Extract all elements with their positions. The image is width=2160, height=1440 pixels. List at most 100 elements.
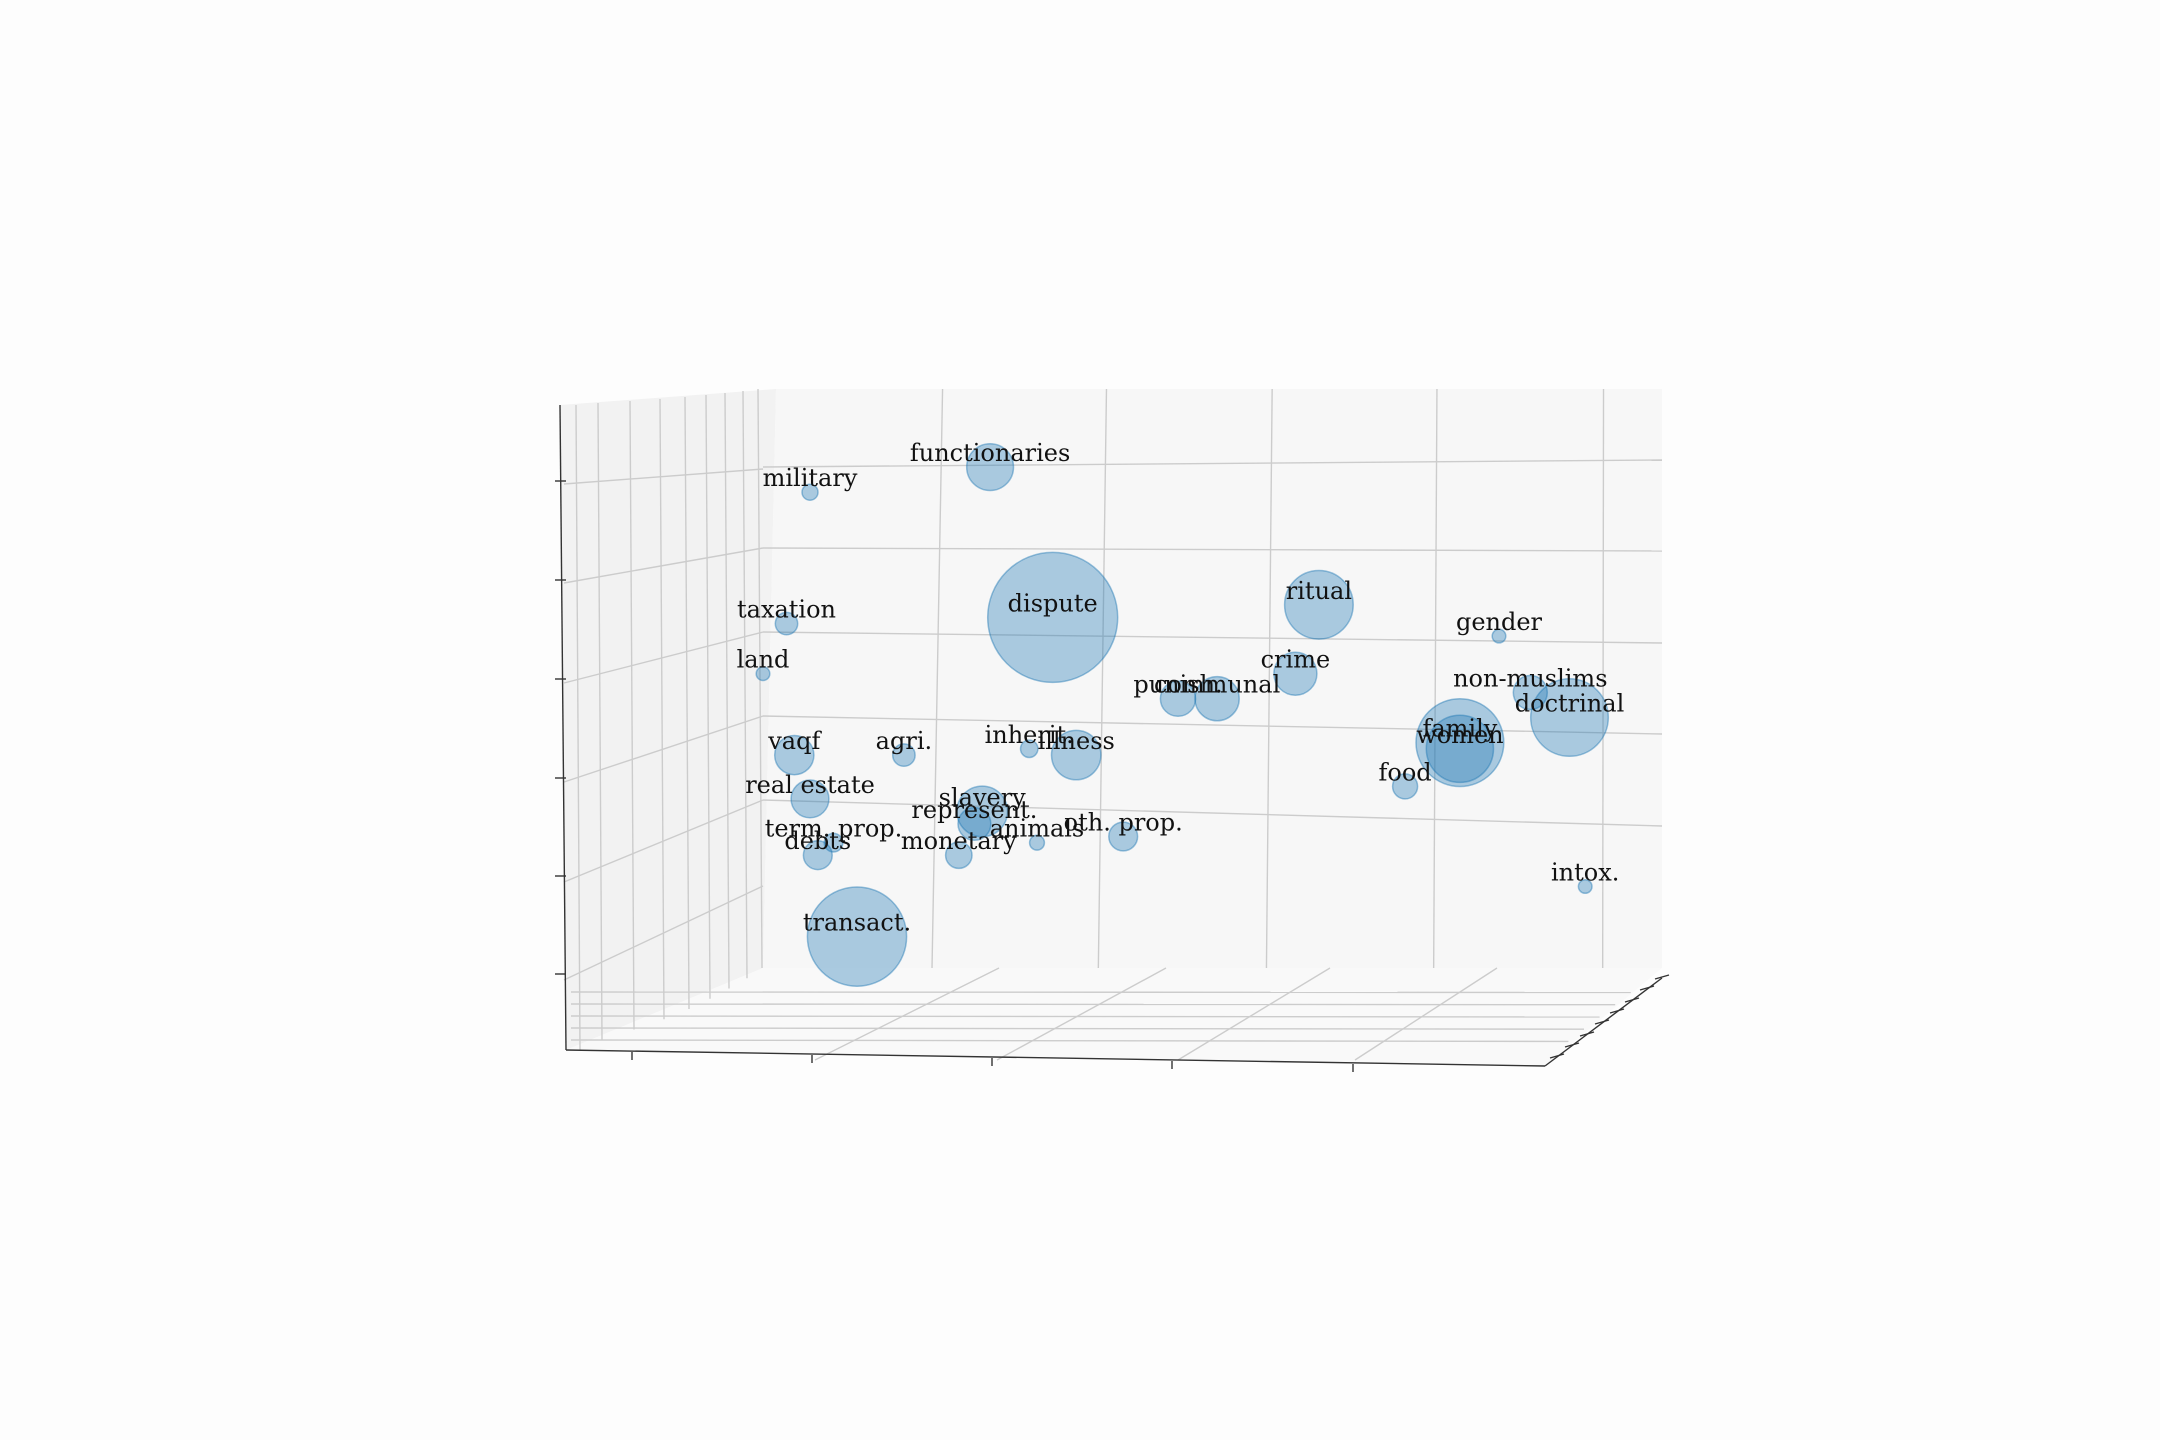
bubble-label: taxation bbox=[737, 596, 836, 624]
bubble-label: transact. bbox=[803, 909, 911, 937]
bubble-transact bbox=[806, 886, 908, 987]
bubble-illness bbox=[1050, 729, 1102, 781]
bubble-label: represent. bbox=[911, 796, 1037, 824]
bubble-label: non-muslims bbox=[1453, 665, 1607, 693]
gridline-back-vertical bbox=[1601, 388, 1605, 969]
bubble-real-estate bbox=[790, 779, 830, 819]
bubble-label: dispute bbox=[1008, 589, 1098, 617]
bubble-debts bbox=[802, 840, 833, 871]
gridline-side-vertical bbox=[597, 402, 603, 1040]
bubble-gender bbox=[1491, 628, 1507, 644]
bubble-label: land bbox=[737, 646, 790, 674]
bubble-animals bbox=[1028, 834, 1046, 851]
y-axis-tick bbox=[1609, 1008, 1625, 1014]
bubble-label: functionaries bbox=[910, 439, 1070, 467]
bubble-functionaries bbox=[965, 442, 1015, 492]
bubble-non-muslims bbox=[1512, 674, 1549, 711]
gridline-side-vertical bbox=[684, 396, 690, 1010]
y-axis-tick bbox=[1624, 997, 1640, 1003]
gridline-floor bbox=[996, 967, 1167, 1061]
gridline-side-horizontal bbox=[563, 547, 764, 584]
gridline-back-horizontal bbox=[762, 459, 1663, 468]
gridline-floor bbox=[1177, 967, 1331, 1061]
bubble-agri bbox=[891, 743, 916, 768]
gridline-floor bbox=[570, 1039, 1569, 1043]
bubble-label: debts bbox=[784, 827, 851, 855]
bubble-label: military bbox=[763, 464, 858, 492]
gridline-back-horizontal bbox=[762, 715, 1663, 735]
bubble-intox bbox=[1577, 878, 1593, 895]
gridline-back-vertical bbox=[1265, 388, 1273, 969]
bubble-punish bbox=[1159, 680, 1197, 718]
gridline-floor bbox=[570, 1027, 1585, 1030]
bubble-label: vaqf bbox=[767, 727, 822, 755]
bubble-land bbox=[755, 666, 771, 682]
axes bbox=[555, 404, 1670, 1072]
bubble-dispute bbox=[986, 551, 1119, 684]
bubble-slavery bbox=[956, 785, 1009, 838]
bubble-labels: functionaries military dispute ritual taxati… bbox=[737, 439, 1625, 936]
bubble-ritual bbox=[1283, 569, 1354, 640]
gridline-side-vertical bbox=[705, 394, 711, 999]
gridline-floor bbox=[570, 1003, 1616, 1006]
bubble-oth-prop bbox=[1108, 821, 1139, 852]
bubble-label: intox. bbox=[1551, 859, 1619, 887]
gridline-side-horizontal bbox=[563, 885, 764, 981]
gridline-side-vertical bbox=[742, 390, 748, 979]
gridline-back-vertical bbox=[1097, 388, 1108, 969]
bubble-inherit bbox=[1019, 739, 1039, 759]
gridline-side-horizontal bbox=[563, 468, 764, 485]
bubble-label: slavery bbox=[939, 783, 1027, 811]
y-axis-tick bbox=[1564, 1042, 1580, 1048]
bubble-label: term. prop. bbox=[765, 815, 903, 843]
gridline-back-horizontal bbox=[762, 631, 1663, 644]
bubble-term-prop bbox=[823, 832, 844, 853]
gridline-floor bbox=[1354, 967, 1498, 1061]
y-axis-tick bbox=[1549, 1053, 1565, 1059]
gridline-back-vertical bbox=[931, 388, 944, 969]
bubble-label: inherit. bbox=[985, 721, 1074, 749]
side-pane bbox=[560, 389, 776, 1050]
gridline-side-horizontal bbox=[563, 799, 764, 883]
bubble-label: real estate bbox=[745, 771, 875, 799]
gridline-side-vertical bbox=[629, 400, 635, 1030]
bubble-label: agri. bbox=[876, 727, 932, 755]
bubble-label: family bbox=[1422, 715, 1497, 743]
bubble-label: ritual bbox=[1286, 577, 1352, 605]
bubble-communal bbox=[1194, 675, 1240, 722]
bubble-vaqf bbox=[773, 734, 815, 776]
bubble-represent bbox=[957, 806, 992, 842]
z-axis-line bbox=[559, 404, 567, 1051]
gridline-side-horizontal bbox=[563, 715, 764, 783]
y-axis-tick bbox=[1654, 974, 1670, 980]
bubble-label: crime bbox=[1261, 646, 1331, 674]
bubble-taxation bbox=[774, 611, 799, 636]
gridline-side-vertical bbox=[575, 404, 581, 1051]
y-axis-tick bbox=[1594, 1019, 1610, 1025]
bubble-label: communal bbox=[1154, 671, 1280, 699]
bubble-family bbox=[1415, 697, 1505, 788]
bubble-label: monetary bbox=[901, 827, 1017, 855]
gridlines bbox=[563, 388, 1663, 1061]
bubble-label: animals bbox=[990, 815, 1085, 843]
y-axis-tick bbox=[1579, 1031, 1595, 1037]
bubble-women bbox=[1425, 714, 1495, 784]
bubble-label: gender bbox=[1456, 608, 1543, 636]
bubble-label: food bbox=[1379, 758, 1432, 786]
bubble-monetary bbox=[944, 841, 973, 870]
bubble-military bbox=[801, 483, 819, 501]
bubble-doctrinal bbox=[1529, 677, 1610, 758]
gridline-side-horizontal bbox=[563, 631, 764, 684]
bubble-label: doctrinal bbox=[1515, 690, 1625, 718]
gridline-floor bbox=[814, 967, 1000, 1061]
bubbles bbox=[755, 442, 1610, 987]
y-axis-tick bbox=[1639, 985, 1655, 991]
gridline-side-vertical bbox=[757, 388, 763, 969]
gridline-side-vertical bbox=[659, 398, 665, 1020]
bubble-crime bbox=[1273, 651, 1318, 696]
gridline-side-vertical bbox=[724, 392, 730, 989]
back-pane bbox=[763, 389, 1662, 968]
bubble-label: illness bbox=[1038, 727, 1115, 755]
bubble-food bbox=[1391, 773, 1419, 800]
